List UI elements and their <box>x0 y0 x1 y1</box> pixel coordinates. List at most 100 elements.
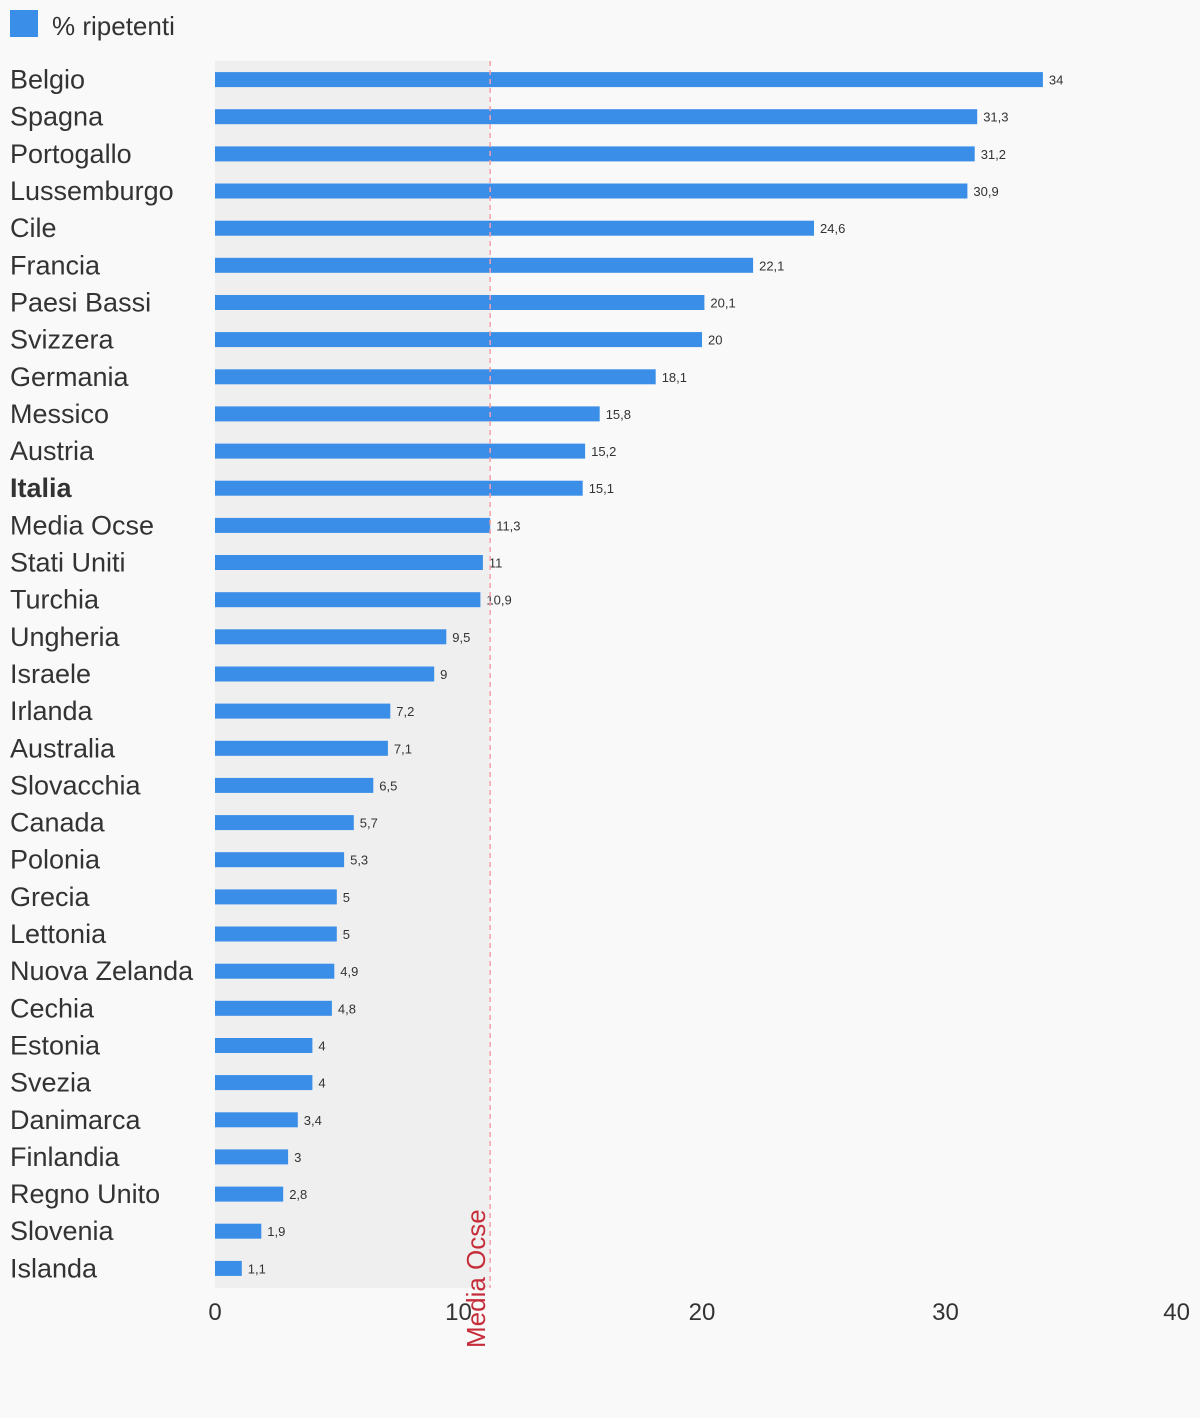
category-label: Irlanda <box>10 696 94 726</box>
category-label: Australia <box>10 733 116 763</box>
category-label: Estonia <box>10 1031 101 1061</box>
bar <box>215 1000 332 1016</box>
bar-value-label: 3,4 <box>304 1113 322 1128</box>
x-tick-label: 40 <box>1163 1299 1190 1326</box>
bar <box>215 406 600 422</box>
legend-label: % ripetenti <box>52 11 175 41</box>
bar-value-label: 4,8 <box>338 1001 356 1016</box>
bar <box>215 1223 262 1239</box>
bar <box>215 443 586 459</box>
bar-value-label: 15,1 <box>589 481 614 496</box>
bar-value-label: 18,1 <box>662 370 687 385</box>
category-label: Lettonia <box>10 919 107 949</box>
bar-value-label: 5,3 <box>350 853 368 868</box>
bar-value-label: 2,8 <box>289 1187 307 1202</box>
category-label: Paesi Bassi <box>10 288 151 318</box>
category-label: Svezia <box>10 1068 92 1098</box>
category-label: Turchia <box>10 585 100 615</box>
bar-value-label: 4,9 <box>340 964 358 979</box>
bar <box>215 1038 313 1053</box>
category-label: Cechia <box>10 993 95 1023</box>
category-label: Canada <box>10 808 106 838</box>
bar-value-label: 6,5 <box>379 778 397 793</box>
bar-value-label: 11,3 <box>496 518 520 533</box>
bar-value-label: 31,3 <box>983 110 1008 125</box>
x-tick-label: 30 <box>932 1299 959 1326</box>
bar-value-label: 1,1 <box>248 1261 266 1276</box>
bar-value-label: 22,1 <box>759 258 784 273</box>
category-label: Nuova Zelanda <box>10 956 194 986</box>
bar <box>215 1075 313 1091</box>
bar-value-label: 9 <box>440 667 447 682</box>
category-label: Francia <box>10 250 101 280</box>
bar-value-label: 7,2 <box>396 704 414 719</box>
category-label: Danimarca <box>10 1105 142 1135</box>
bar <box>215 332 702 348</box>
category-label: Ungheria <box>10 622 121 652</box>
legend: % ripetenti <box>10 10 175 41</box>
bar <box>215 72 1043 88</box>
category-label: Austria <box>10 436 95 466</box>
bar-value-label: 15,2 <box>591 444 616 459</box>
bar-value-label: 24,6 <box>820 221 845 236</box>
bar-value-label: 5,7 <box>360 816 378 831</box>
bar <box>215 517 491 533</box>
category-label: Cile <box>10 213 57 243</box>
bar-value-label: 34 <box>1049 73 1063 88</box>
bar-value-label: 20 <box>708 333 722 348</box>
bar-value-label: 5 <box>343 927 350 942</box>
category-label: Spagna <box>10 102 104 132</box>
x-tick-label: 10 <box>445 1299 472 1326</box>
bar-value-label: 11 <box>489 556 503 571</box>
category-label: Regno Unito <box>10 1179 160 1209</box>
bar-value-label: 4 <box>318 1039 325 1054</box>
bar <box>215 1186 284 1202</box>
bar <box>215 926 337 942</box>
bar-value-label: 10,9 <box>486 593 511 608</box>
bars-group: 3431,331,230,924,622,120,12018,115,815,2… <box>215 72 1063 1276</box>
bar <box>215 740 388 756</box>
category-label: Stati Uniti <box>10 548 126 578</box>
x-axis-tick-labels: 0 10 20 30 40 <box>208 1299 1190 1326</box>
bar <box>215 109 978 125</box>
bar-value-label: 15,8 <box>606 407 631 422</box>
bar <box>215 1149 289 1165</box>
category-label: Polonia <box>10 845 101 875</box>
bar-value-label: 3 <box>294 1150 301 1165</box>
bar <box>215 369 656 385</box>
bar <box>215 629 447 645</box>
x-tick-label: 20 <box>689 1299 716 1326</box>
bar-value-label: 20,1 <box>710 296 735 311</box>
x-tick-label: 0 <box>208 1299 221 1326</box>
bar <box>215 1112 298 1128</box>
category-label: Finlandia <box>10 1142 121 1172</box>
bar-value-label: 4 <box>318 1076 325 1091</box>
bar <box>215 852 345 868</box>
legend-swatch <box>10 10 38 37</box>
bar <box>215 889 337 905</box>
bar <box>215 815 354 831</box>
bar <box>215 220 814 236</box>
category-label: Svizzera <box>10 325 115 355</box>
category-label: Grecia <box>10 882 91 912</box>
bar-value-label: 31,2 <box>981 147 1006 162</box>
bar-value-label: 7,1 <box>394 741 412 756</box>
category-label: Lussemburgo <box>10 176 174 206</box>
category-label: Italia <box>10 473 73 503</box>
bar <box>215 146 975 162</box>
bar <box>215 777 374 793</box>
category-label: Portogallo <box>10 139 132 169</box>
bar <box>215 555 483 570</box>
bar-value-label: 30,9 <box>973 184 998 199</box>
category-label: Germania <box>10 362 130 392</box>
bar-value-label: 5 <box>343 890 350 905</box>
category-label: Messico <box>10 399 109 429</box>
bar <box>215 592 481 608</box>
bar <box>215 703 391 719</box>
bar <box>215 963 335 979</box>
category-labels: Belgio Spagna Portogallo Lussemburgo Cile Fra… <box>10 65 194 1284</box>
bar <box>215 257 754 273</box>
bar <box>215 183 968 199</box>
